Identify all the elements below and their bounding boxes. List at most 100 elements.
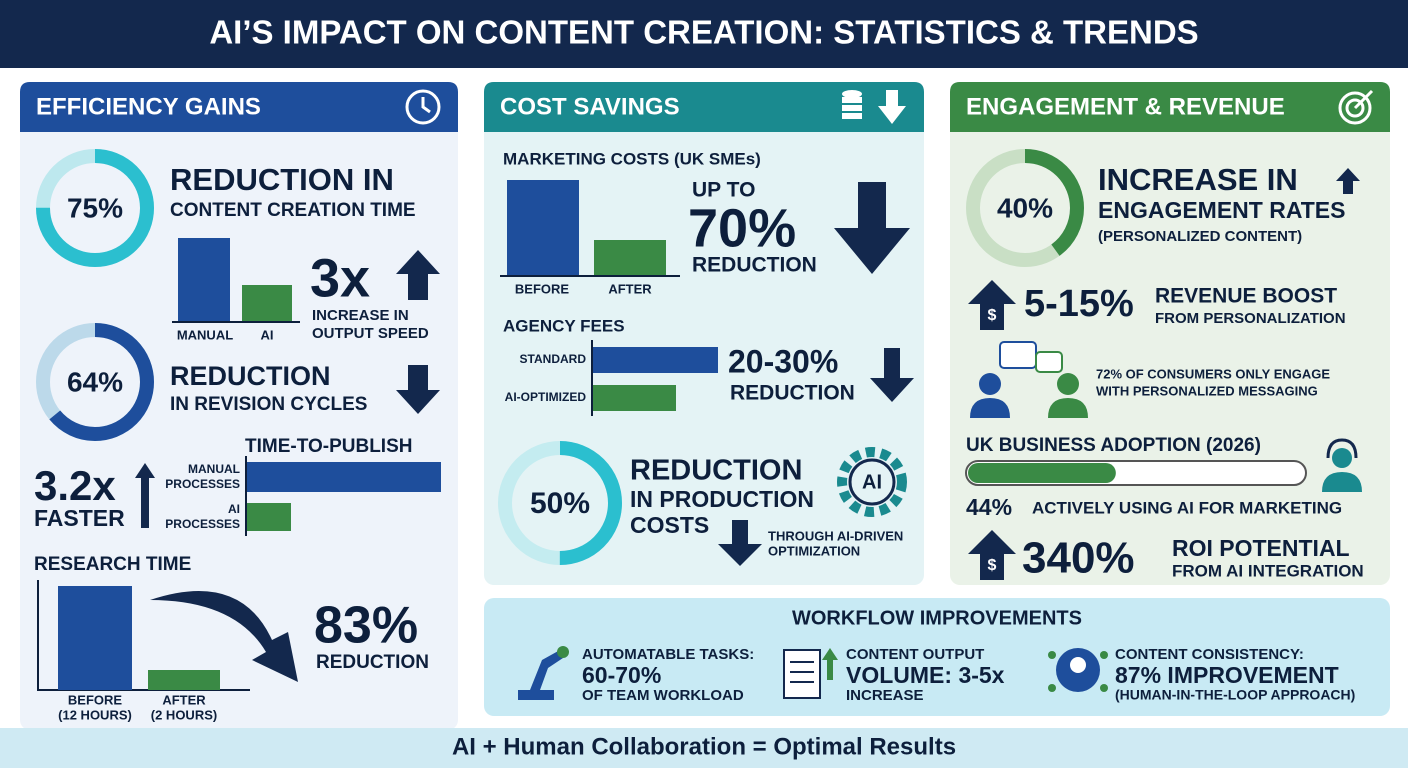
illustration-bar — [178, 238, 230, 322]
clock-icon — [405, 89, 441, 125]
coins-icon — [842, 90, 906, 124]
item-label: CONTENT OUTPUT — [846, 646, 984, 663]
ring-arc — [36, 149, 154, 267]
gear-icon — [837, 447, 907, 517]
headline: REVENUE BOOST — [1155, 285, 1337, 308]
down-arrow — [834, 182, 910, 274]
subline: FROM PERSONALIZATION — [1155, 310, 1346, 327]
item-note: INCREASE — [846, 687, 924, 704]
panel — [950, 82, 1390, 585]
section-title: AGENCY FEES — [503, 316, 625, 335]
percent: 83% — [314, 597, 418, 655]
ring-label: 64% — [67, 366, 123, 397]
note: UP TO — [692, 179, 755, 202]
percent: 20-30% — [728, 343, 838, 379]
bar-label: AI — [261, 327, 274, 342]
panel — [484, 598, 1390, 716]
subline: ENGAGEMENT RATES — [1098, 197, 1345, 223]
ring-label: 75% — [67, 192, 123, 223]
subline: FROM AI INTEGRATION — [1172, 561, 1364, 580]
up-arrow — [1336, 168, 1360, 194]
panel-header — [950, 82, 1390, 132]
illustration-bar — [507, 180, 579, 276]
illustration-bar — [148, 670, 220, 690]
item-value: VOLUME: 3-5x — [846, 662, 1005, 688]
percent: 5-15% — [1024, 283, 1134, 325]
panel-title: ENGAGEMENT & REVENUE — [966, 93, 1285, 120]
illustration-bar — [247, 462, 441, 492]
headline: REDUCTION — [170, 361, 331, 391]
subline: IN PRODUCTION — [630, 486, 814, 512]
note: REDUCTION — [692, 254, 817, 277]
bar-label: (2 HOURS) — [151, 707, 217, 722]
ring-label: 50% — [530, 487, 590, 520]
progress-fill — [968, 463, 1116, 483]
item-note: (HUMAN-IN-THE-LOOP APPROACH) — [1115, 687, 1355, 703]
ring-arc — [966, 149, 1084, 267]
item-value: 60-70% — [582, 662, 661, 688]
section-title: MARKETING COSTS (UK SMEs) — [503, 149, 761, 168]
icon-label: AI — [862, 471, 882, 493]
footer: AI + Human Collaboration = Optimal Resul… — [452, 733, 956, 760]
headline: REDUCTION — [630, 455, 802, 487]
svg-text:$: $ — [988, 557, 997, 574]
note: OPTIMIZATION — [768, 543, 860, 558]
headline: INCREASE IN — [1098, 162, 1298, 197]
bar-label: (12 HOURS) — [58, 707, 132, 722]
illustration-bar — [58, 586, 132, 690]
note: (PERSONALIZED CONTENT) — [1098, 228, 1302, 245]
bar-label: PROCESSES — [165, 517, 240, 531]
illustration-bar — [247, 503, 291, 531]
note: 72% OF CONSUMERS ONLY ENGAGE — [1096, 366, 1330, 381]
illustration-bar — [593, 385, 676, 411]
bar-label: BEFORE — [515, 281, 570, 296]
people-icon — [970, 341, 1088, 418]
panel-header — [484, 82, 924, 132]
section-title: TIME-TO-PUBLISH — [245, 436, 412, 457]
headline: ROI POTENTIAL — [1172, 535, 1350, 561]
ring-arc — [498, 441, 622, 565]
ring-label: 40% — [997, 192, 1053, 223]
bar-label: STANDARD — [520, 352, 587, 366]
up-arrow — [135, 463, 155, 528]
item-label: CONTENT CONSISTENCY: — [1115, 646, 1304, 663]
svg-text:$: $ — [988, 307, 997, 324]
note: FASTER — [34, 505, 125, 531]
note: REDUCTION — [316, 652, 429, 673]
down-arrow — [870, 348, 914, 402]
illustration-bar — [594, 240, 666, 276]
note: INCREASE IN — [312, 307, 409, 324]
note: ACTIVELY USING AI FOR MARKETING — [1032, 498, 1342, 517]
title: AI’S IMPACT ON CONTENT CREATION: STATIST… — [209, 14, 1198, 51]
section-title: WORKFLOW IMPROVEMENTS — [792, 607, 1082, 629]
bar-label: AI-OPTIMIZED — [505, 390, 587, 404]
curved-arrow — [150, 591, 298, 682]
share-label: 44% — [966, 494, 1012, 520]
note: THROUGH AI-DRIVEN — [768, 528, 903, 543]
dollar-arrow: $ — [968, 280, 1016, 330]
section-title: UK BUSINESS ADOPTION (2026) — [966, 435, 1261, 456]
percent: 340% — [1022, 534, 1135, 583]
bar-label: AFTER — [608, 281, 652, 296]
panel-title: COST SAVINGS — [500, 93, 680, 120]
bar-label: PROCESSES — [165, 477, 240, 491]
bar-label: MANUAL — [188, 462, 240, 476]
note: WITH PERSONALIZED MESSAGING — [1096, 383, 1318, 398]
headset-icon — [1322, 438, 1362, 492]
panel-header — [20, 82, 458, 132]
subline: COSTS — [630, 512, 709, 538]
item-value: 87% IMPROVEMENT — [1115, 662, 1339, 688]
up-arrow — [396, 250, 440, 300]
bar-label: AFTER — [162, 692, 206, 707]
document-icon — [783, 648, 838, 699]
subline: IN REVISION CYCLES — [170, 394, 367, 415]
illustration-bar — [242, 285, 292, 322]
robot-arm-icon — [518, 646, 569, 700]
note: REDUCTION — [730, 382, 855, 405]
illustration-bar — [593, 347, 718, 373]
section-title: RESEARCH TIME — [34, 554, 191, 575]
item-label: AUTOMATABLE TASKS: — [582, 646, 754, 663]
headline: REDUCTION IN — [170, 162, 394, 197]
